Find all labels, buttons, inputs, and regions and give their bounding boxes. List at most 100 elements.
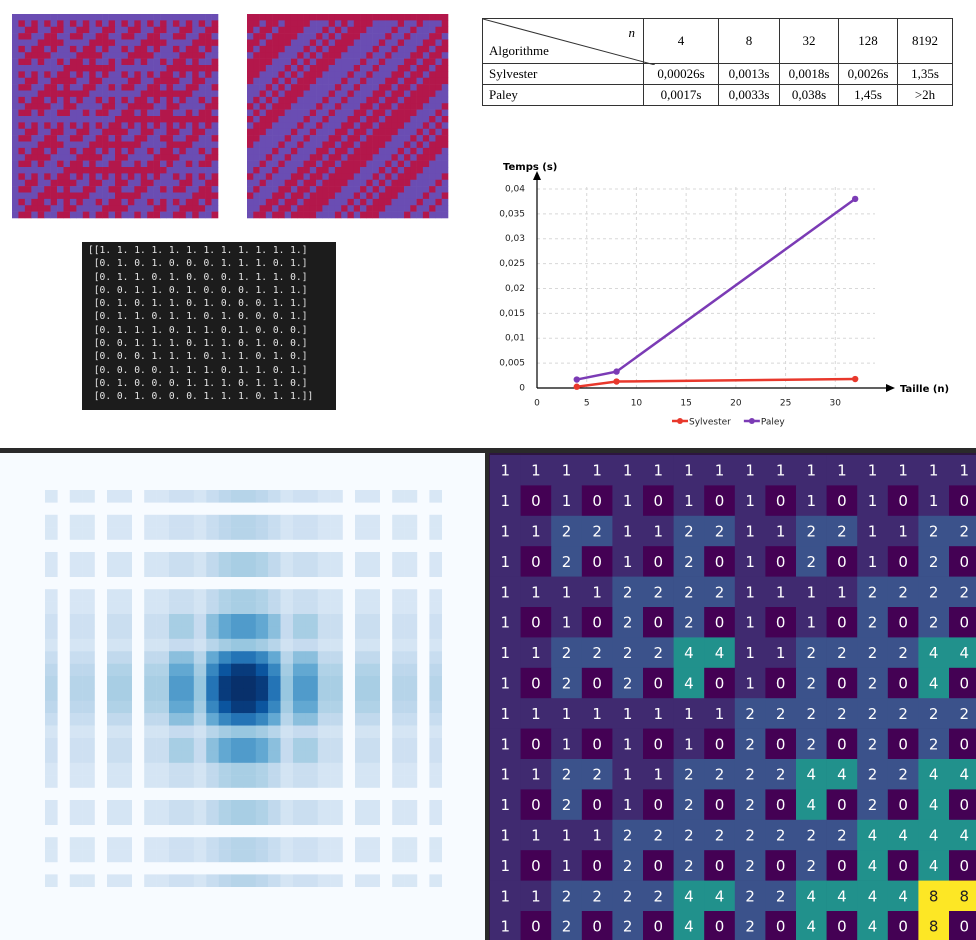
pixel	[290, 14, 298, 21]
pixel	[76, 84, 84, 91]
pixel	[347, 186, 355, 193]
pixel	[205, 39, 212, 47]
pixel	[160, 52, 167, 59]
pixel	[441, 90, 449, 98]
pixel	[360, 198, 367, 206]
pixel	[378, 14, 386, 21]
heat-pixel	[206, 589, 219, 602]
pixel	[63, 154, 71, 161]
heat-pixel	[119, 552, 132, 565]
pixel	[192, 160, 199, 168]
heat-pixel	[119, 725, 132, 739]
pixel	[76, 109, 84, 117]
pixel	[12, 26, 19, 34]
pixel	[115, 141, 122, 149]
pixel	[82, 167, 90, 174]
pixel	[265, 14, 273, 21]
pixel	[272, 14, 279, 21]
pixel	[347, 211, 355, 219]
pixel	[18, 84, 26, 91]
size: 32	[779, 18, 839, 64]
matrix-cell	[581, 728, 613, 760]
pixel	[259, 186, 267, 193]
pixel	[372, 186, 380, 193]
heat-pixel	[293, 738, 306, 751]
pixel	[37, 160, 45, 168]
terminal-line: [0. 0. 1. 0. 0. 0. 1. 1. 1. 0. 1. 1.]]	[88, 391, 314, 403]
pixel	[18, 198, 26, 206]
pixel	[391, 14, 399, 21]
matrix-cell	[918, 607, 950, 638]
pixel	[44, 71, 51, 79]
pixel	[127, 116, 135, 123]
matrix-cell	[826, 819, 858, 851]
heat-pixel	[268, 849, 281, 863]
heat-pixel	[429, 849, 442, 863]
pixel	[247, 186, 254, 193]
heat-pixel	[231, 775, 244, 788]
pixel	[366, 192, 373, 200]
heat-pixel	[169, 849, 182, 863]
pixel	[297, 116, 304, 123]
pixel	[347, 26, 355, 34]
pixel	[179, 65, 187, 72]
matrix-value: 4	[929, 766, 939, 784]
heat-pixel	[268, 762, 281, 776]
pixel	[134, 141, 142, 149]
pixel	[95, 160, 103, 168]
pixel	[328, 154, 336, 161]
pixel	[166, 167, 174, 174]
heat-pixel	[107, 688, 120, 701]
pixel	[192, 205, 199, 212]
matrix-cell	[918, 515, 950, 547]
pixel	[12, 192, 19, 200]
pixel	[57, 198, 64, 206]
pixel	[259, 122, 267, 130]
matrix-value: 1	[531, 766, 541, 784]
pixel	[397, 45, 405, 53]
pixel	[259, 33, 267, 40]
heat-pixel	[218, 738, 232, 751]
heat-pixel	[317, 638, 331, 652]
pixel	[360, 141, 367, 149]
pixel	[31, 198, 39, 206]
pixel	[334, 160, 342, 168]
pixel	[24, 147, 32, 155]
pixel	[247, 52, 254, 59]
pixel	[441, 109, 449, 117]
matrix-cell	[612, 667, 644, 699]
heat-pixel	[280, 849, 294, 863]
heat-pixel	[45, 738, 58, 751]
matrix-value: 1	[623, 766, 633, 784]
pixel	[272, 160, 279, 168]
pixel	[82, 71, 90, 79]
pixel	[328, 71, 336, 79]
pixel	[166, 122, 174, 130]
n-label: n	[628, 25, 636, 40]
heat-pixel	[268, 700, 281, 714]
pixel	[12, 179, 19, 187]
pixel	[366, 128, 373, 136]
pixel	[121, 128, 129, 136]
heat-pixel	[280, 688, 294, 701]
pixel	[303, 160, 311, 168]
pixel	[147, 90, 154, 98]
pixel	[372, 198, 380, 206]
pixel	[328, 52, 336, 59]
heat-pixel	[293, 700, 306, 714]
pixel	[147, 160, 154, 168]
pixel	[121, 96, 129, 104]
pixel	[160, 186, 167, 193]
pixel	[378, 147, 386, 155]
matrix-cell	[520, 637, 552, 669]
matrix-cell	[857, 667, 889, 699]
pixel	[211, 77, 219, 85]
pixel	[429, 173, 436, 181]
pixel	[160, 58, 167, 66]
heat-pixel	[119, 651, 132, 664]
pixel	[422, 192, 430, 200]
pixel	[57, 71, 64, 79]
heat-pixel	[255, 812, 269, 825]
matrix-cell	[612, 485, 644, 517]
pixel	[284, 39, 292, 47]
